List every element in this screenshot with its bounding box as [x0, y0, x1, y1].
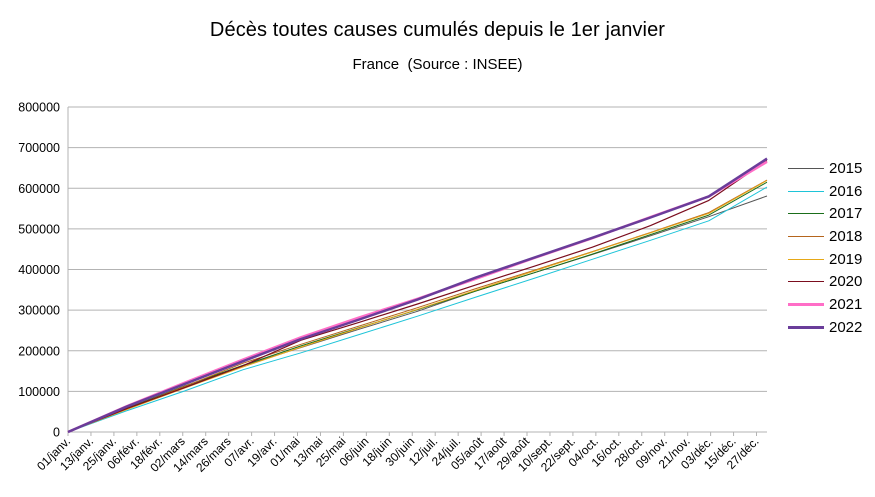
legend-item-2018: 2018 — [788, 225, 868, 248]
legend-item-2015: 2015 — [788, 157, 868, 180]
legend-label: 2016 — [829, 182, 863, 200]
legend-swatch — [788, 190, 824, 192]
legend-label: 2020 — [829, 273, 863, 291]
legend-label: 2019 — [829, 250, 863, 268]
legend-item-2021: 2021 — [788, 293, 868, 316]
legend-swatch — [788, 235, 824, 237]
legend-item-2022: 2022 — [788, 316, 868, 339]
series-line-2019 — [67, 180, 768, 433]
y-tick-label: 700000 — [18, 141, 60, 155]
y-tick-label: 300000 — [18, 304, 60, 318]
y-tick-label: 500000 — [18, 222, 60, 236]
series-line-2020 — [67, 160, 768, 433]
legend-item-2016: 2016 — [788, 180, 868, 203]
legend-label: 2018 — [829, 227, 863, 245]
legend-item-2019: 2019 — [788, 248, 868, 271]
legend-swatch — [788, 213, 824, 215]
legend-label: 2022 — [829, 318, 863, 336]
y-tick-label: 100000 — [18, 385, 60, 399]
series-line-2016 — [67, 186, 768, 433]
chart-subtitle: France (Source : INSEE) — [352, 56, 523, 73]
legend-swatch — [788, 281, 824, 283]
y-tick-label: 800000 — [18, 101, 60, 115]
legend-label: 2021 — [829, 295, 863, 313]
chart-legend: 2015 2016 2017 2018 2019 2020 2021 2022 — [788, 157, 868, 339]
chart-title: Décès toutes causes cumulés depuis le 1e… — [209, 19, 666, 41]
legend-item-2020: 2020 — [788, 270, 868, 293]
y-tick-label: 200000 — [18, 344, 60, 358]
series-line-2015 — [67, 195, 768, 433]
series-line-2022 — [67, 157, 768, 434]
y-tick-label: 0 — [53, 426, 60, 440]
legend-swatch — [788, 302, 824, 306]
legend-swatch — [788, 258, 824, 260]
legend-label: 2017 — [829, 205, 863, 223]
legend-label: 2015 — [829, 159, 863, 177]
legend-item-2017: 2017 — [788, 202, 868, 225]
y-tick-label: 600000 — [18, 182, 60, 196]
legend-swatch — [788, 167, 824, 169]
legend-swatch — [788, 325, 824, 329]
y-tick-label: 400000 — [18, 263, 60, 277]
series-line-2018 — [67, 179, 768, 433]
